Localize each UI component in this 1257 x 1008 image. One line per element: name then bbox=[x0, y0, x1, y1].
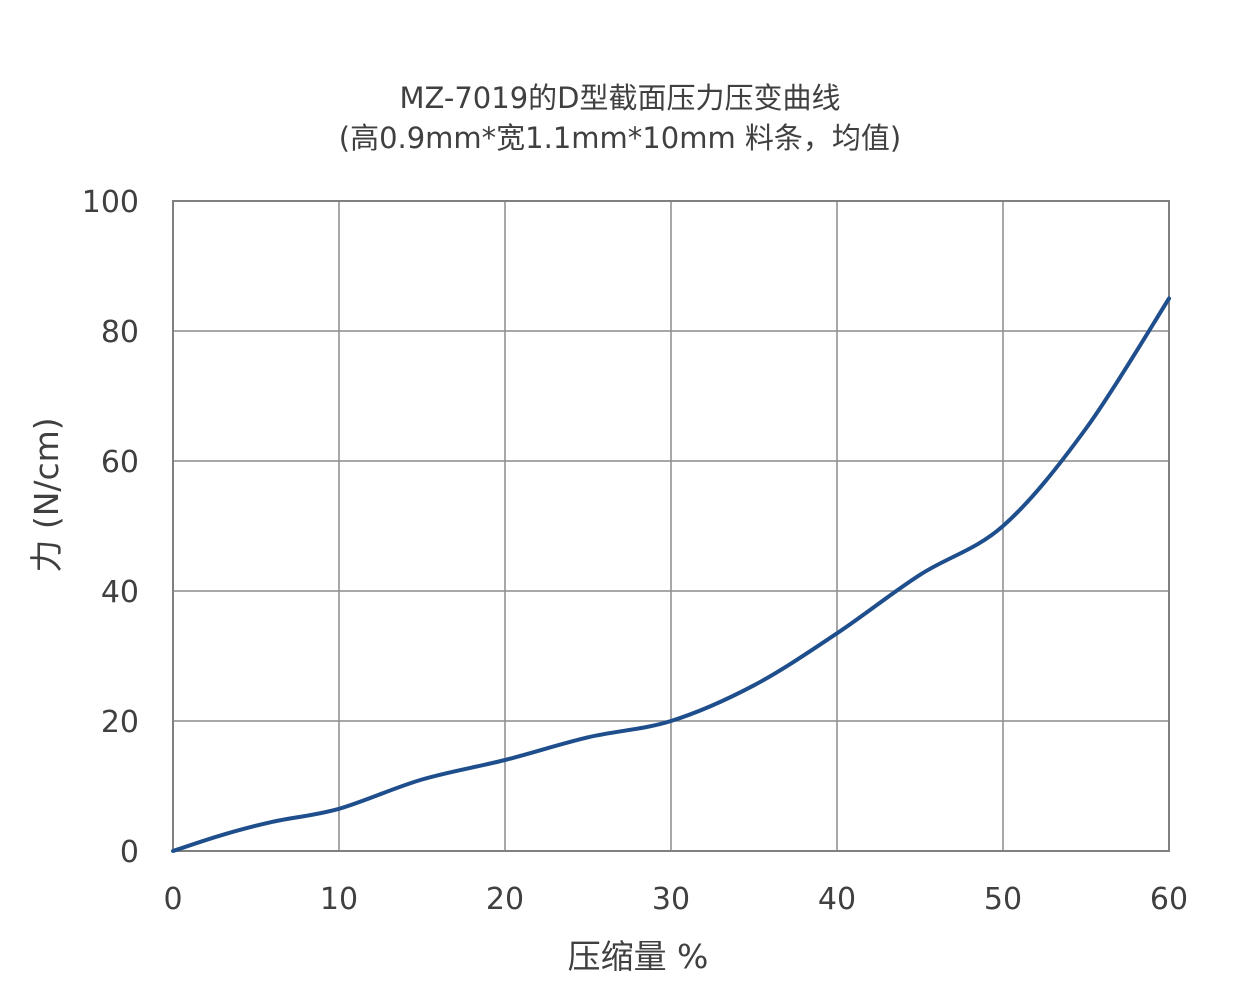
y-tick-label: 60 bbox=[101, 445, 139, 480]
chart-title: MZ-7019的D型截面压力压变曲线 bbox=[400, 81, 841, 115]
gridlines bbox=[172, 200, 1170, 852]
x-tick-label: 10 bbox=[320, 882, 358, 917]
y-axis-label: 力 (N/cm) bbox=[27, 417, 66, 572]
y-tick-label: 40 bbox=[101, 575, 139, 610]
x-tick-label: 50 bbox=[984, 882, 1022, 917]
y-axis-ticks: 0 20 40 60 80 100 bbox=[82, 185, 139, 870]
chart-subtitle: (高0.9mm*宽1.1mm*10mm 料条，均值) bbox=[339, 121, 901, 155]
y-tick-label: 80 bbox=[101, 315, 139, 350]
x-tick-label: 60 bbox=[1150, 882, 1188, 917]
x-tick-label: 40 bbox=[818, 882, 856, 917]
x-axis-ticks: 0 10 20 30 40 50 60 bbox=[163, 882, 1188, 917]
plot-area bbox=[172, 200, 1170, 852]
y-tick-label: 100 bbox=[82, 185, 139, 220]
x-tick-label: 0 bbox=[163, 882, 182, 917]
x-tick-label: 30 bbox=[652, 882, 690, 917]
x-tick-label: 20 bbox=[486, 882, 524, 917]
y-tick-label: 20 bbox=[101, 705, 139, 740]
y-tick-label: 0 bbox=[120, 835, 139, 870]
series-layer bbox=[171, 296, 1171, 853]
x-axis-label: 压缩量 % bbox=[568, 937, 709, 976]
series-line bbox=[171, 296, 1171, 853]
